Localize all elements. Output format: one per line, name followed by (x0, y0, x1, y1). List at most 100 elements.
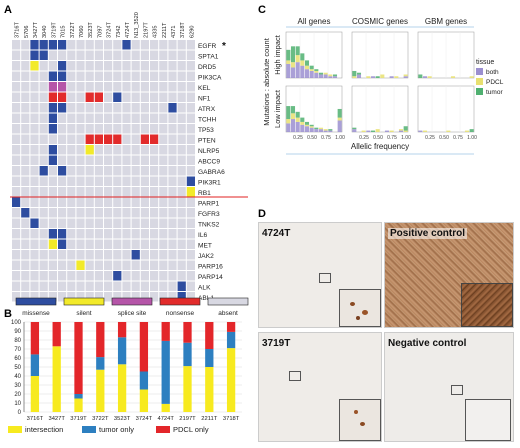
heatmap-cell (58, 208, 67, 218)
heatmap-cell (186, 197, 195, 207)
histogram-bar (309, 127, 314, 132)
mutation-cell (58, 71, 67, 81)
heatmap-cell (177, 92, 186, 102)
x-tick-label: 3719T (70, 416, 87, 422)
mutation-heatmap: 3716T 5706 3427T 3040 3719T 7015 3722T 7060 3523… (10, 12, 249, 317)
heatmap-cell (104, 82, 113, 92)
heatmap-cell (122, 208, 131, 218)
heatmap-cell (168, 250, 177, 260)
heatmap-cell (12, 229, 21, 239)
heatmap-cell (150, 82, 159, 92)
heatmap-cell (150, 40, 159, 50)
histogram-bar (323, 72, 328, 75)
heatmap-cell (113, 40, 122, 50)
histogram-bar (352, 70, 357, 77)
heatmap-cell (159, 92, 168, 102)
bar-segment (183, 322, 192, 343)
heatmap-cell (177, 197, 186, 207)
heatmap-cell (85, 50, 94, 60)
heatmap-cell (76, 155, 85, 165)
legend-label: intersection (25, 425, 63, 434)
heatmap-cell (39, 187, 48, 197)
heatmap-cell (140, 155, 149, 165)
histogram-bar (314, 72, 319, 78)
gene-label: ALK (198, 285, 211, 292)
heatmap-cell (12, 50, 21, 60)
heatmap-cell (94, 82, 103, 92)
heatmap-cell (104, 260, 113, 270)
heatmap-cell (76, 281, 85, 291)
heatmap-cell (131, 92, 140, 102)
gene-label: KEL (198, 85, 211, 92)
heatmap-cell (168, 260, 177, 270)
heatmap-cell (12, 292, 21, 302)
heatmap-cell (186, 40, 195, 50)
heatmap-cell (104, 239, 113, 249)
heatmap-cell (168, 40, 177, 50)
heatmap-cell (113, 218, 122, 228)
heatmap-cell (76, 292, 85, 302)
heatmap-cell (48, 176, 57, 186)
mutation-cell (58, 166, 67, 176)
heatmap-cell (131, 292, 140, 302)
histogram-bar (398, 130, 404, 132)
heatmap-cell (39, 155, 48, 165)
gene-label: ABCC9 (198, 159, 220, 166)
histogram-bar (286, 106, 291, 120)
sample-label: 2197T (143, 22, 149, 38)
heatmap-cell (67, 155, 76, 165)
heatmap-cell (21, 239, 30, 249)
heatmap-cell (12, 260, 21, 270)
heatmap-cell (94, 239, 103, 249)
histogram-bar (300, 117, 305, 122)
heatmap-cell (131, 82, 140, 92)
heatmap-cell (168, 166, 177, 176)
heatmap-cell (48, 50, 57, 60)
heatmap-cell (67, 292, 76, 302)
heatmap-cell (30, 92, 39, 102)
gene-label: JAK2 (198, 253, 214, 260)
heatmap-cell (30, 250, 39, 260)
heatmap-cell (94, 218, 103, 228)
heatmap-cell (12, 187, 21, 197)
heatmap-cell (94, 124, 103, 134)
heatmap-cell (104, 187, 113, 197)
heatmap-cell (85, 218, 94, 228)
gene-label: RB1 (198, 190, 211, 197)
heatmap-cell (150, 208, 159, 218)
heatmap-cell (159, 166, 168, 176)
heatmap-cell (39, 176, 48, 186)
heatmap-cell (122, 134, 131, 144)
heatmap-cell (159, 239, 168, 249)
histogram-bar (469, 76, 474, 78)
heatmap-cell (39, 124, 48, 134)
bar-segment (30, 376, 40, 412)
histogram-bar (403, 76, 408, 78)
bar-segment (117, 337, 127, 365)
heatmap-cell (140, 40, 149, 50)
histogram-bar (427, 76, 432, 78)
mutation-cell (58, 61, 67, 71)
panel-label-b: B (4, 308, 12, 320)
heatmap-cell (39, 113, 48, 123)
heatmap-cell (186, 166, 195, 176)
heatmap-cell (94, 155, 103, 165)
y-tick-label: 20 (14, 392, 21, 398)
heatmap-cell (85, 187, 94, 197)
heatmap-cell (48, 61, 57, 71)
heatmap-cell (140, 50, 149, 60)
heatmap-cell (186, 92, 195, 102)
heatmap-cell (168, 239, 177, 249)
mutation-cell (122, 40, 131, 50)
heatmap-cell (159, 281, 168, 291)
heatmap-cell (58, 145, 67, 155)
heatmap-cell (67, 229, 76, 239)
heatmap-cell (104, 61, 113, 71)
histogram-bar (309, 70, 314, 78)
sample-label: 3722T (70, 22, 76, 38)
heatmap-cell (39, 134, 48, 144)
x-tick-label: 4724T (157, 416, 174, 422)
heatmap-cell (122, 260, 131, 270)
heatmap-cell (94, 229, 103, 239)
heatmap-cell (30, 166, 39, 176)
